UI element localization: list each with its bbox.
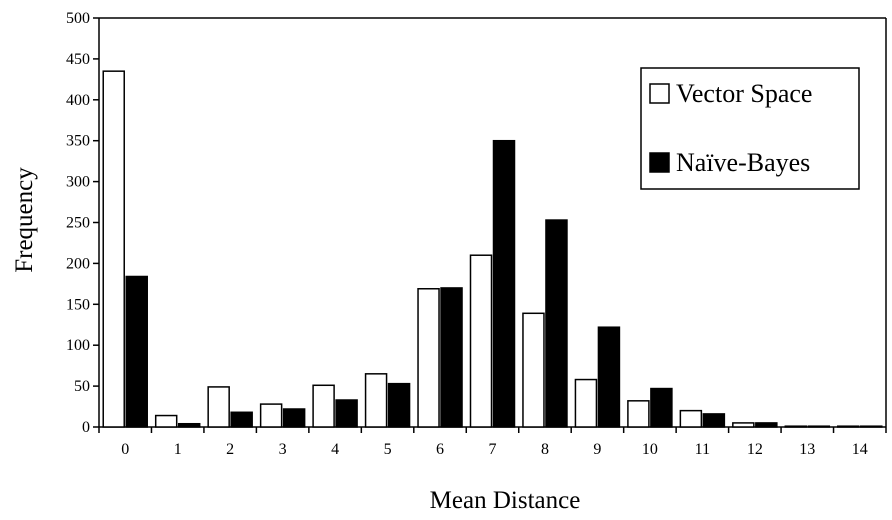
- x-axis-title: Mean Distance: [430, 487, 581, 514]
- y-tick-label: 200: [66, 255, 90, 272]
- y-tick-label: 450: [66, 51, 90, 68]
- x-tick-label: 11: [695, 441, 710, 458]
- bar-naive-bayes: [755, 422, 778, 428]
- x-tick-label: 14: [852, 441, 868, 458]
- y-tick-label: 250: [66, 215, 90, 232]
- bar-naive-bayes: [597, 326, 621, 428]
- y-tick-label: 350: [66, 133, 90, 150]
- bar-vector-space: [364, 373, 388, 428]
- legend-swatch-naive-bayes: [649, 152, 670, 173]
- x-tick-label: 1: [174, 441, 182, 458]
- x-tick-label: 13: [799, 441, 815, 458]
- y-tick-label: 300: [66, 174, 90, 191]
- bar-naive-bayes: [387, 382, 411, 428]
- y-tick-label: 150: [66, 296, 90, 313]
- bar-naive-bayes: [545, 219, 568, 428]
- bar-vector-space: [154, 414, 178, 428]
- x-tick-label: 8: [541, 441, 549, 458]
- legend-box: [640, 67, 860, 190]
- legend-swatch-vector-space: [649, 83, 670, 104]
- x-tick-label: 5: [384, 441, 392, 458]
- bar-naive-bayes: [335, 399, 358, 428]
- bars: [102, 70, 883, 428]
- y-axis: 0 50 100 150 200 250 300 350 400 450 500: [66, 10, 100, 436]
- x-tick-label: 4: [331, 441, 339, 458]
- bar-vector-space: [522, 312, 545, 428]
- bar-vector-space: [102, 70, 125, 428]
- bar-vector-space: [469, 254, 493, 428]
- y-tick-label: 400: [66, 92, 90, 109]
- y-tick-label: 50: [74, 378, 90, 395]
- legend-label-naive-bayes: Naïve-Bayes: [676, 148, 810, 177]
- bar-vector-space: [837, 425, 860, 428]
- bar-vector-space: [312, 384, 335, 428]
- bar-naive-bayes: [177, 422, 201, 428]
- bar-vector-space: [784, 425, 808, 428]
- y-tick-label: 100: [66, 337, 90, 354]
- bar-naive-bayes: [440, 287, 463, 428]
- bar-naive-bayes: [492, 139, 516, 428]
- plot-frame: [99, 17, 887, 427]
- y-tick-label: 0: [82, 419, 90, 436]
- x-axis: 0 1 2 3 4 5 6 7 8 9 10 11 12 13 14: [98, 426, 887, 458]
- x-tick-label: 6: [436, 441, 444, 458]
- x-tick-label: 0: [121, 441, 129, 458]
- x-tick-label: 12: [747, 441, 763, 458]
- bar-vector-space: [574, 378, 598, 428]
- bar-vector-space: [259, 403, 283, 428]
- bar-vector-space: [207, 386, 230, 428]
- bar-naive-bayes: [807, 425, 831, 428]
- bar-naive-bayes: [650, 387, 673, 428]
- y-tick-label: 500: [66, 10, 90, 27]
- bar-naive-bayes: [230, 411, 253, 428]
- x-tick-label: 9: [593, 441, 601, 458]
- bar-vector-space: [627, 400, 650, 428]
- bar-vector-space: [732, 422, 755, 428]
- bar-naive-bayes: [282, 408, 306, 428]
- bar-vector-space: [679, 409, 703, 428]
- x-tick-label: 10: [642, 441, 658, 458]
- y-axis-title: Frequency: [11, 167, 38, 273]
- x-tick-label: 3: [279, 441, 287, 458]
- legend-label-vector-space: Vector Space: [676, 79, 812, 108]
- x-tick-label: 2: [226, 441, 234, 458]
- legend: Vector Space Naïve-Bayes: [640, 67, 860, 190]
- bar-naive-bayes: [702, 413, 726, 428]
- bar-naive-bayes: [125, 275, 148, 428]
- bar-vector-space: [417, 288, 440, 428]
- x-tick-label: 7: [489, 441, 497, 458]
- bar-naive-bayes: [860, 425, 883, 428]
